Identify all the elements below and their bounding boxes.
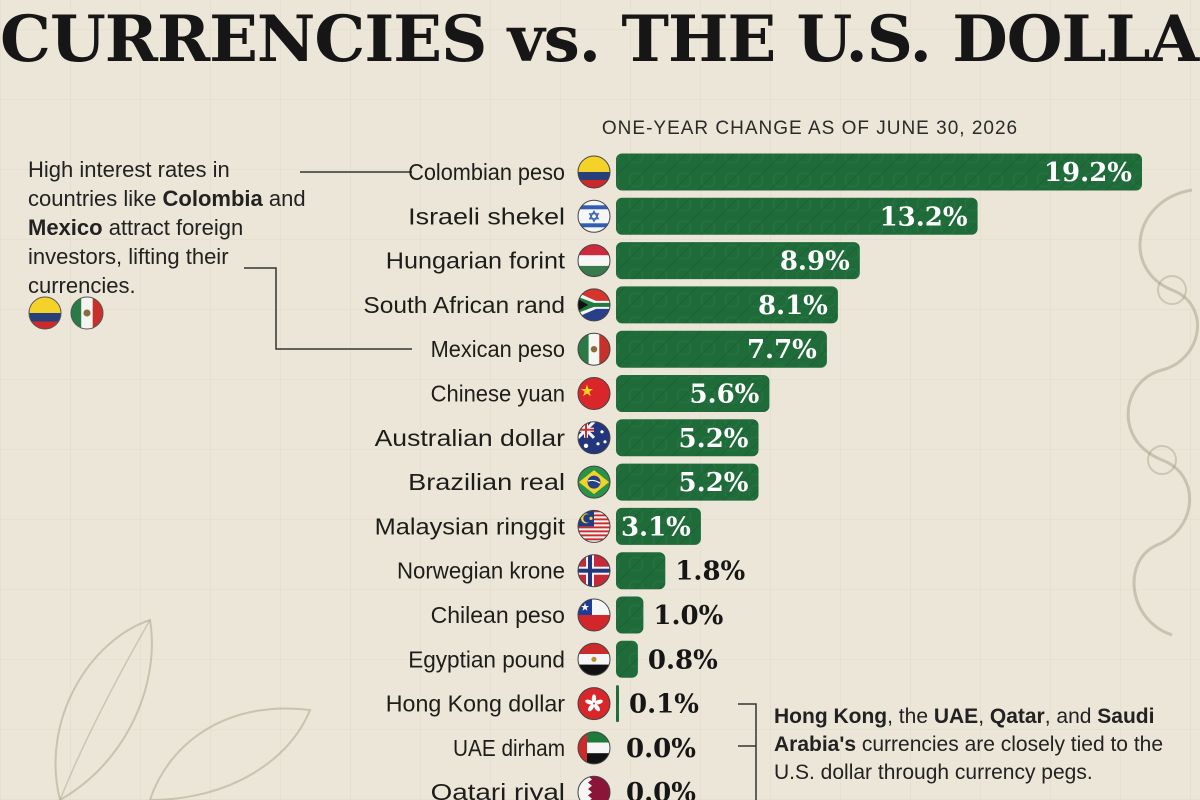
south-africa-flag-icon <box>577 288 611 322</box>
category-label: Norwegian krone <box>397 558 565 584</box>
annotation-text: , <box>978 705 990 728</box>
category-label: Malaysian ringgit <box>375 513 566 539</box>
value-label: 1.8% <box>675 557 745 587</box>
annotation-bold-mexico: Mexico <box>28 215 103 240</box>
category-label: Chilean peso <box>431 602 565 628</box>
category-label: Egyptian pound <box>408 646 565 672</box>
right-annotation: Hong Kong, the UAE, Qatar, and Saudi Ara… <box>774 703 1194 787</box>
chart-row: Egyptian pound 0.8% <box>408 640 718 678</box>
hong-kong-flag-icon <box>577 687 611 721</box>
category-label: Colombian peso <box>408 159 565 185</box>
bar <box>616 640 638 678</box>
hungary-flag-icon <box>577 244 611 278</box>
category-label: Chinese yuan <box>431 381 565 407</box>
mexico-connector-line <box>244 267 412 350</box>
annotation-text: , the <box>887 705 934 728</box>
annotation-text: , and <box>1044 705 1098 728</box>
bar <box>616 330 827 368</box>
chart-row: Norwegian krone 1.8% <box>397 552 746 590</box>
value-label: 3.1% <box>621 512 691 542</box>
chile-flag-icon <box>577 598 611 632</box>
bar <box>616 507 701 545</box>
bar <box>616 375 770 412</box>
chart-row: Israeli shekel 13.2% <box>408 197 978 235</box>
connector-lines <box>244 171 757 800</box>
bar <box>616 242 860 280</box>
page-title: CURRENCIES vs. THE U.S. DOLLAR <box>0 2 1200 77</box>
chart-row: UAE dirham 0.0% <box>453 731 696 765</box>
annotation-bold-colombia: Colombia <box>162 186 263 211</box>
israel-flag-icon <box>577 199 611 233</box>
egypt-flag-icon <box>577 642 611 676</box>
value-label: 8.9% <box>780 247 850 277</box>
value-label: 0.0% <box>626 734 696 764</box>
australia-flag-icon <box>577 421 611 455</box>
bar <box>616 419 759 457</box>
value-label: 13.2% <box>880 202 968 232</box>
mexico-flag-icon <box>577 332 611 366</box>
value-label: 1.0% <box>653 601 723 631</box>
value-label: 7.7% <box>747 335 817 365</box>
chart-row: Chilean peso 1.0% <box>431 596 724 634</box>
annotation-bold-saudi-arabia: Saudi Arabia's <box>774 705 1155 756</box>
category-label: Australian dollar <box>375 425 566 451</box>
qatar-flag-icon <box>577 775 611 800</box>
category-label: Qatari riyal <box>431 779 565 800</box>
chart-subtitle: ONE-YEAR CHANGE AS OF JUNE 30, 2026 <box>601 118 1019 139</box>
value-label: 5.6% <box>689 380 759 410</box>
value-label: 5.2% <box>679 468 749 498</box>
value-label: 0.1% <box>629 690 699 720</box>
category-label: Hungarian forint <box>386 248 566 274</box>
pegged-bracket-line <box>738 703 757 800</box>
china-flag-icon <box>577 377 611 410</box>
uae-flag-icon <box>577 731 611 765</box>
colombia-flag-icon <box>28 296 62 330</box>
annotation-text: currencies are closely tied to the U.S. … <box>774 733 1164 784</box>
chart-row: Brazilian real 5.2% <box>408 463 759 501</box>
category-label: Brazilian real <box>408 469 565 495</box>
annotation-text: attract foreign investors, lifting their… <box>28 215 244 298</box>
bar <box>616 463 759 501</box>
value-label: 0.8% <box>648 645 718 675</box>
value-label: 5.2% <box>679 424 749 454</box>
colombia-flag-icon <box>577 155 611 189</box>
chart-row: Hong Kong dollar 0.1% <box>386 685 699 723</box>
left-annotation: High interest rates in countries like Co… <box>28 155 308 300</box>
category-label: Mexican peso <box>431 336 565 362</box>
value-label: 19.2% <box>1044 158 1132 188</box>
annotation-text: and <box>262 186 306 211</box>
annotation-text: High interest rates in countries like <box>28 157 230 211</box>
chart-row: Malaysian ringgit 3.1% <box>375 507 701 545</box>
bar <box>616 685 619 723</box>
chart-row: Colombian peso 19.2% <box>408 153 1142 191</box>
category-label: UAE dirham <box>453 735 565 761</box>
chart-row: Chinese yuan 5.6% <box>431 375 770 412</box>
mexico-flag-icon <box>70 296 104 330</box>
category-label: South African rand <box>363 292 565 318</box>
chart-row: Hungarian forint 8.9% <box>386 242 860 280</box>
annotation-bold-qatar: Qatar <box>989 705 1045 728</box>
bar <box>616 596 644 634</box>
chart-row: Mexican peso 7.7% <box>431 330 827 368</box>
bar <box>616 153 1142 191</box>
bar <box>616 197 978 235</box>
bar <box>616 286 838 324</box>
bar <box>616 552 666 590</box>
brazil-flag-icon <box>577 465 611 499</box>
annotation-flags <box>28 296 104 330</box>
chart-row: Qatari riyal 0.0% <box>431 775 696 800</box>
value-label: 8.1% <box>758 291 828 321</box>
category-label: Hong Kong dollar <box>386 691 566 717</box>
category-label: Israeli shekel <box>408 203 565 229</box>
value-label: 0.0% <box>626 778 696 800</box>
malaysia-flag-icon <box>577 509 611 543</box>
chart-row: South African rand 8.1% <box>363 286 838 324</box>
chart-row: Australian dollar 5.2% <box>375 419 759 457</box>
annotation-bold-uae: UAE <box>933 705 979 728</box>
norway-flag-icon <box>577 554 611 588</box>
annotation-bold-hong-kong: Hong Kong <box>774 705 888 728</box>
